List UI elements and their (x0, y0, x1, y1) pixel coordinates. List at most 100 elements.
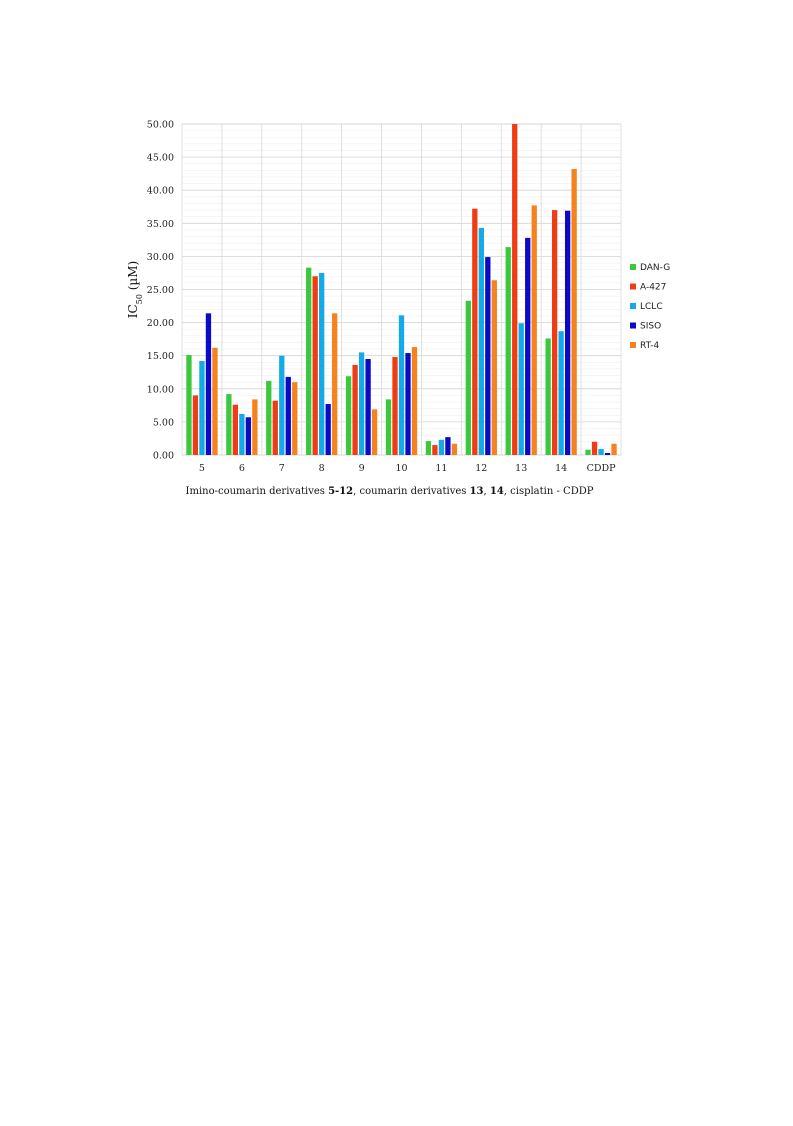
bar-rt-4-12 (491, 280, 497, 455)
y-tick-label: 50.00 (147, 120, 174, 131)
x-category-labels: 5 6 7 8 9 10 11 12 13 14 CDDP (199, 463, 616, 474)
bar-a-427-5 (192, 395, 199, 455)
x-category-label: 8 (319, 463, 325, 474)
bar-siso-8 (325, 404, 331, 455)
x-category-label: 9 (359, 463, 365, 474)
legend-swatch-rt-4 (630, 342, 636, 348)
y-tick-label: 20.00 (147, 318, 174, 329)
bar-lclc-6 (239, 413, 245, 455)
x-category-label: CDDP (587, 463, 617, 474)
bar-siso-cddp (604, 453, 611, 455)
y-tick-label: 25.00 (147, 285, 174, 296)
x-axis-title-part: 14 (490, 486, 504, 497)
bar-dan-g-cddp (585, 449, 591, 455)
bar-a-427-10 (392, 357, 398, 455)
legend: DAN-G A-427 LCLC SISO RT-4 (630, 263, 670, 351)
bar-siso-5 (205, 313, 212, 455)
bar-rt-4-8 (332, 313, 338, 455)
legend-swatch-siso (630, 322, 636, 329)
bar-rt-4-cddp (611, 443, 617, 455)
bar-lclc-cddp (598, 449, 604, 455)
y-tick-label: 35.00 (147, 219, 174, 230)
bar-a-427-8 (312, 276, 318, 455)
legend-label-siso: SISO (640, 322, 661, 332)
y-tick-label: 10.00 (147, 384, 174, 395)
x-axis-title-part: Imino-coumarin derivatives (186, 486, 329, 497)
bar-lclc-11 (438, 439, 445, 455)
y-tick-label: 30.00 (147, 252, 174, 263)
bar-a-427-6 (232, 404, 239, 455)
bar-siso-9 (365, 359, 371, 455)
bar-dan-g-10 (385, 399, 392, 455)
bar-rt-4-6 (252, 399, 258, 455)
bar-a-427-14 (551, 210, 558, 455)
bar-siso-14 (564, 210, 571, 455)
bar-a-427-cddp (591, 441, 598, 455)
x-axis-title-part: 13 (470, 486, 484, 497)
bar-a-427-7 (272, 400, 278, 455)
x-category-label: 5 (199, 463, 205, 474)
x-category-label: 14 (555, 463, 567, 474)
x-category-label: 7 (279, 463, 285, 474)
bar-siso-10 (405, 353, 411, 455)
legend-swatch-lclc (630, 303, 636, 309)
bar-lclc-10 (398, 315, 405, 455)
y-tick-label: 40.00 (147, 186, 174, 197)
bar-rt-4-10 (411, 347, 418, 455)
bar-siso-13 (525, 237, 531, 455)
bar-dan-g-5 (186, 355, 192, 455)
y-tick-label: 45.00 (147, 153, 174, 164)
legend-label-rt-4: RT-4 (640, 341, 660, 351)
bar-dan-g-14 (545, 338, 551, 455)
bar-rt-4-9 (371, 409, 378, 455)
bar-lclc-14 (558, 331, 564, 455)
legend-label-lclc: LCLC (640, 302, 663, 312)
bar-rt-4-5 (212, 347, 218, 455)
bar-siso-7 (285, 376, 291, 455)
bar-lclc-7 (279, 355, 285, 455)
bar-siso-12 (485, 257, 491, 455)
x-axis-title-part: , coumarin derivatives (353, 486, 469, 497)
bar-dan-g-6 (226, 394, 232, 455)
y-tick-label: 5.00 (153, 417, 174, 428)
bar-dan-g-9 (345, 376, 352, 455)
bar-siso-11 (445, 437, 451, 455)
x-category-label: 11 (435, 463, 447, 474)
x-axis-title: Imino-coumarin derivatives 5-12, coumari… (186, 486, 594, 497)
legend-label-dan-g: DAN-G (640, 263, 670, 273)
bar-dan-g-11 (425, 441, 432, 455)
bar-lclc-5 (199, 360, 205, 455)
bar-rt-4-11 (451, 443, 458, 455)
bar-lclc-13 (518, 323, 524, 455)
y-axis-title: IC50 (µM) (126, 261, 144, 318)
bar-rt-4-7 (292, 382, 298, 455)
y-tick-labels: 0.00 5.00 10.00 15.00 20.00 25.00 30.00 35.00 40… (147, 120, 174, 462)
x-category-label: 10 (395, 463, 407, 474)
bar-a-427-12 (472, 208, 478, 455)
x-axis-title-part: , (484, 486, 490, 497)
legend-swatch-a-427 (630, 283, 636, 290)
x-category-label: 6 (239, 463, 245, 474)
bar-a-427-11 (432, 445, 438, 455)
bar-lclc-9 (358, 352, 365, 455)
y-tick-label: 0.00 (153, 451, 174, 462)
y-axis-title-unit: (µM) (126, 261, 140, 294)
bar-lclc-12 (478, 227, 484, 455)
x-category-label: 13 (515, 463, 527, 474)
x-axis-title-part: 5-12 (328, 486, 353, 497)
bar-a-427-13 (512, 124, 518, 455)
bar-siso-6 (245, 417, 252, 455)
legend-label-a-427: A-427 (640, 283, 666, 293)
x-axis-title-part: , cisplatin - CDDP (504, 486, 594, 497)
bar-a-427-9 (352, 364, 358, 455)
bar-dan-g-8 (306, 267, 312, 455)
bar-lclc-8 (319, 272, 325, 455)
y-axis-title-main: IC (126, 304, 140, 318)
axis-titles: IC50 (µM) Imino-coumarin derivatives 5-12… (126, 261, 594, 497)
legend-swatch-dan-g (630, 264, 636, 270)
bars (186, 124, 617, 456)
y-axis-title-subscript: 50 (135, 294, 144, 304)
y-tick-label: 15.00 (147, 351, 174, 362)
